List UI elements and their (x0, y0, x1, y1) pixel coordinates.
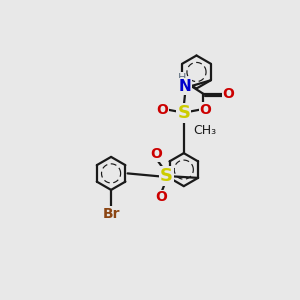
Text: S: S (160, 167, 173, 185)
Text: S: S (177, 104, 190, 122)
Text: O: O (200, 103, 211, 117)
Text: CH₃: CH₃ (193, 124, 216, 137)
Text: O: O (155, 190, 167, 204)
Text: N: N (179, 79, 192, 94)
Text: Br: Br (102, 207, 120, 221)
Text: O: O (223, 87, 234, 101)
Text: H: H (178, 73, 186, 83)
Text: O: O (150, 147, 162, 161)
Text: O: O (156, 103, 168, 117)
